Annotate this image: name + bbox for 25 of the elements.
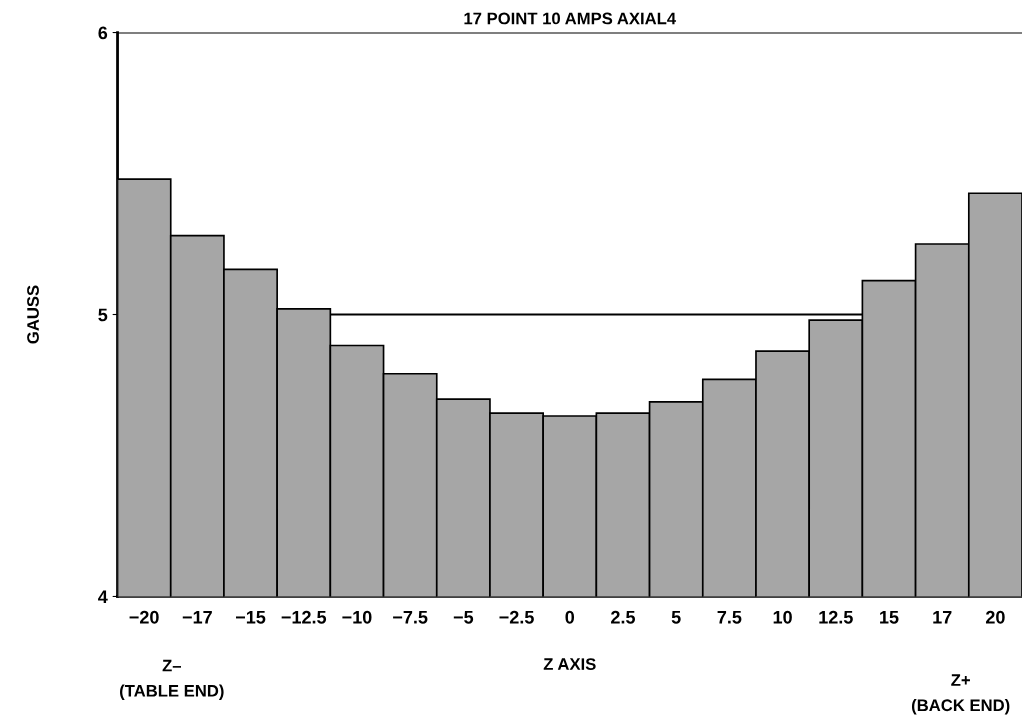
- x-tick-label: −15: [235, 611, 266, 624]
- x-tick-label: 10: [773, 610, 792, 624]
- x-tick-label: 0: [565, 610, 575, 624]
- x-tick-label: 2.5: [611, 610, 636, 624]
- x-tick-label: −12.5: [281, 610, 327, 624]
- x-tick-label: −17: [182, 611, 212, 624]
- x-tick-label: 12.5: [819, 610, 853, 624]
- x-tick-label: 7.5: [717, 611, 742, 624]
- x-tick-label: −2.5: [499, 610, 534, 624]
- x-tick-label: −10: [342, 610, 372, 624]
- chart-title: 17 POINT 10 AMPS AXIAL4: [464, 12, 677, 25]
- x-tick-label: −5: [453, 611, 474, 624]
- y-tick-label: 6: [98, 26, 108, 40]
- y-tick-label: 4: [98, 590, 108, 604]
- x-tick-label: 15: [880, 611, 899, 624]
- x-tick-label: 17: [933, 611, 952, 624]
- y-tick-label: 5: [98, 308, 108, 322]
- x-axis-title: Z AXIS: [543, 658, 596, 670]
- x-tick-label: 20: [985, 610, 1005, 624]
- x-tick-label: −7.5: [393, 611, 428, 624]
- x-tick-label: 5: [671, 611, 681, 624]
- x-tick-label: −20: [129, 610, 159, 624]
- y-axis-title: GAUSS: [27, 285, 39, 344]
- text: Z+ (BACK END): [911, 674, 1010, 715]
- text: Z– (TABLE END): [120, 659, 224, 700]
